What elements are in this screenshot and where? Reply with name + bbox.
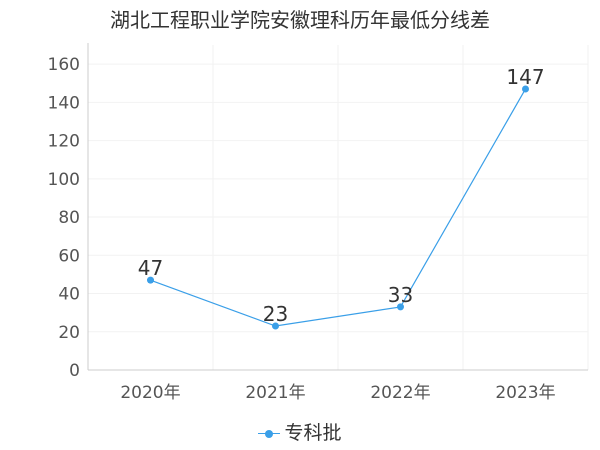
y-tick-label: 160 — [48, 55, 80, 75]
data-point[interactable] — [397, 303, 404, 311]
data-points — [147, 85, 529, 330]
data-point[interactable] — [147, 276, 154, 284]
series-line — [150, 88, 527, 327]
y-axis-ticks: 0 20 40 60 80 100 120 140 160 — [48, 55, 80, 381]
chart-title: 湖北工程职业学院安徽理科历年最低分线差 — [110, 8, 490, 32]
x-tick-label: 2023年 — [495, 383, 555, 403]
data-labels: 47 23 33 147 — [138, 65, 545, 326]
y-tick-label: 140 — [48, 93, 80, 113]
data-label: 47 — [138, 256, 163, 280]
y-tick-label: 20 — [58, 323, 80, 343]
y-tick-label: 80 — [58, 208, 80, 228]
data-point[interactable] — [522, 85, 529, 93]
y-tick-label: 40 — [58, 285, 80, 305]
legend-dot — [265, 429, 274, 438]
legend-marker-icon — [258, 428, 281, 440]
data-point[interactable] — [272, 322, 279, 330]
y-tick-label: 120 — [48, 132, 80, 152]
legend[interactable]: 专科批 — [0, 418, 600, 445]
y-tick-label: 60 — [58, 246, 80, 266]
x-tick-label: 2020年 — [120, 383, 180, 403]
axes — [87, 43, 588, 371]
grid-lines — [88, 45, 589, 370]
data-label: 147 — [506, 65, 544, 89]
x-axis-ticks: 2020年 2021年 2022年 2023年 — [120, 383, 555, 403]
data-label: 23 — [263, 302, 288, 326]
x-tick-label: 2021年 — [245, 383, 305, 403]
y-tick-label: 0 — [69, 361, 80, 381]
data-label: 33 — [388, 283, 413, 307]
series-line — [150, 88, 527, 327]
x-tick-label: 2022年 — [370, 383, 430, 403]
legend-label: 专科批 — [284, 422, 342, 444]
y-tick-label: 100 — [48, 170, 80, 190]
